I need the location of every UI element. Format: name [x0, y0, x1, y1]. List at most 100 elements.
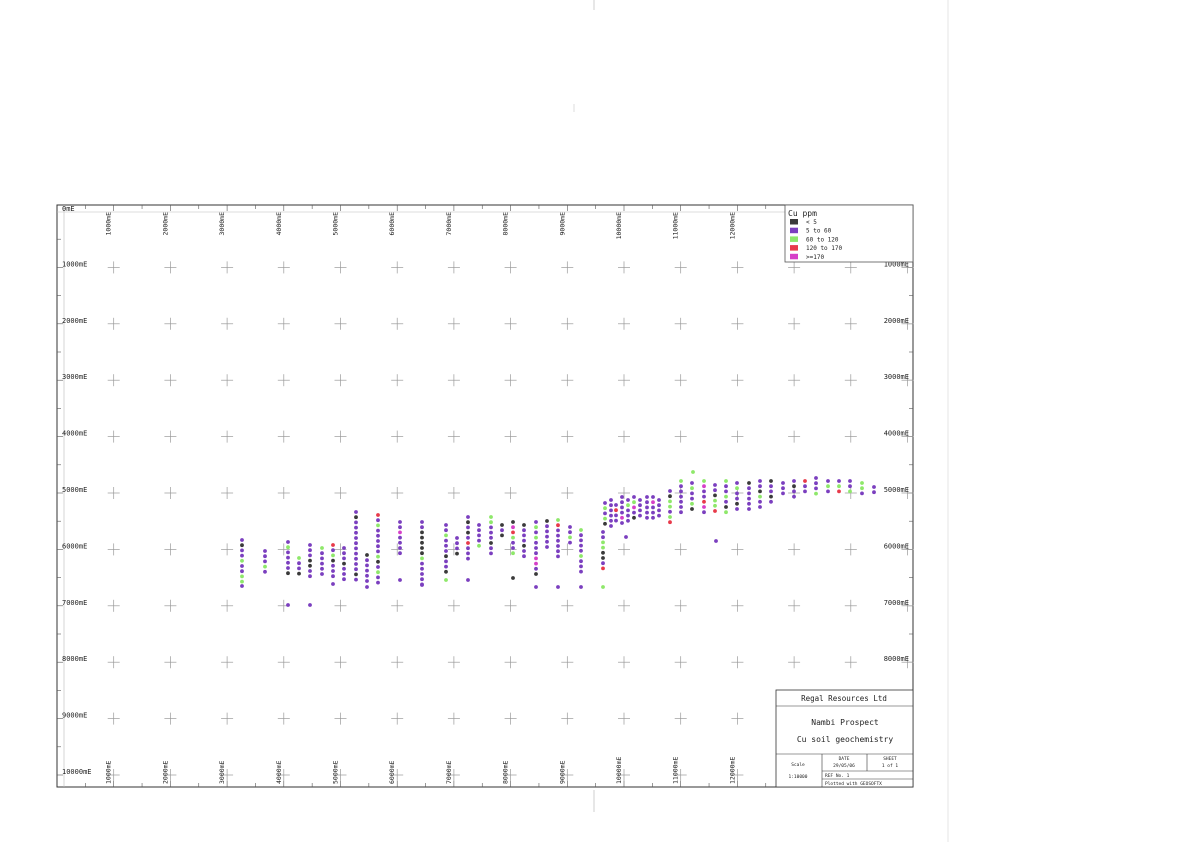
sample-point	[444, 564, 448, 569]
sample-point	[713, 498, 717, 503]
sample-point	[444, 559, 448, 564]
sample-point	[626, 508, 630, 513]
sample-point	[297, 566, 301, 571]
sample-point	[603, 511, 607, 516]
sample-point	[556, 549, 560, 554]
sample-point	[420, 572, 424, 576]
sample-point	[522, 549, 526, 553]
sample-point	[714, 539, 718, 543]
sample-point	[747, 501, 751, 506]
sample-point	[534, 520, 538, 524]
sample-point	[489, 515, 493, 519]
northing-label-left: 4000mE	[62, 430, 87, 438]
sample-point	[609, 513, 613, 518]
scale-label: Scale	[791, 762, 805, 768]
sample-point	[792, 479, 796, 483]
sample-point	[724, 510, 728, 515]
sample-point	[489, 520, 493, 525]
sample-point	[679, 479, 683, 483]
sample-point	[690, 491, 694, 496]
sheet-label: SHEET	[883, 756, 897, 762]
sample-point	[657, 503, 661, 508]
sample-point	[860, 481, 864, 485]
sample-point	[320, 572, 324, 576]
sample-point	[826, 484, 830, 489]
sample-point	[579, 564, 583, 569]
sample-point	[837, 489, 841, 494]
northing-label-left: 3000mE	[62, 373, 87, 381]
sample-point	[534, 585, 538, 589]
legend-label: < 5	[806, 219, 817, 226]
sample-point	[466, 546, 470, 551]
sample-point	[240, 569, 244, 574]
sample-point	[735, 481, 739, 485]
sample-point	[609, 503, 613, 508]
sample-point	[444, 578, 448, 582]
sample-point	[331, 543, 335, 547]
sample-point	[792, 489, 796, 494]
sample-point	[365, 553, 369, 557]
sample-point	[657, 513, 661, 518]
date-value: 29/05/06	[833, 763, 855, 769]
sample-point	[668, 489, 672, 493]
sample-point	[690, 486, 694, 491]
legend-swatch	[790, 245, 798, 251]
sample-point	[781, 491, 785, 496]
sample-point	[651, 505, 655, 510]
sample-point	[545, 539, 549, 544]
sample-point	[620, 500, 624, 505]
sample-point	[645, 495, 649, 499]
sample-point	[609, 498, 613, 502]
sample-point	[240, 558, 244, 563]
easting-label-top: 2000mE	[161, 212, 169, 236]
sample-point	[545, 529, 549, 534]
sample-point	[354, 525, 358, 530]
sample-point	[814, 481, 818, 486]
sample-point	[534, 561, 538, 566]
sample-point	[769, 489, 773, 494]
sample-point	[758, 479, 762, 483]
sample-point	[747, 496, 751, 501]
sample-point	[522, 554, 526, 559]
sample-point	[601, 561, 605, 566]
sample-point	[286, 540, 290, 544]
sample-point	[308, 574, 312, 579]
sample-point	[638, 503, 642, 508]
origin-label: 0mE	[62, 205, 75, 213]
easting-label-bottom: 4000mE	[275, 760, 283, 784]
sample-point	[837, 479, 841, 483]
northing-label-left: 1000mE	[62, 260, 87, 268]
sample-point	[769, 479, 773, 483]
sample-point	[489, 541, 493, 545]
sample-point	[354, 520, 358, 525]
northing-labels-right: 1000mE 2000mE 3000mE 4000mE 5000mE 6000mE 7000…	[884, 260, 909, 663]
sample-point	[477, 543, 481, 548]
sample-point	[398, 546, 402, 550]
sample-point	[376, 533, 380, 538]
sample-point	[342, 546, 346, 550]
northing-label-left: 10000mE	[62, 768, 92, 776]
easting-label-top: 10000mE	[615, 212, 623, 239]
sample-point	[354, 546, 358, 551]
sample-point	[354, 530, 358, 535]
easting-label-top: 8000mE	[502, 212, 510, 236]
sample-point	[632, 505, 636, 510]
sample-point	[376, 523, 380, 528]
sample-point	[240, 548, 244, 553]
sample-point	[679, 489, 683, 494]
easting-label-bottom: 11000mE	[672, 757, 680, 784]
sample-point	[320, 561, 324, 566]
sample-point	[444, 528, 448, 533]
sample-point	[792, 484, 796, 489]
sample-point	[534, 551, 538, 556]
sample-point	[848, 484, 852, 489]
sample-point	[860, 491, 864, 496]
sample-point	[860, 486, 864, 491]
sample-point	[872, 485, 876, 489]
sample-point	[420, 535, 424, 540]
easting-labels-top: 1000mE 2000mE 3000mE 4000mE 5000mE 6000mE 7000…	[105, 212, 737, 239]
sample-point	[724, 489, 728, 494]
sample-point	[466, 535, 470, 540]
sample-point	[263, 564, 267, 569]
